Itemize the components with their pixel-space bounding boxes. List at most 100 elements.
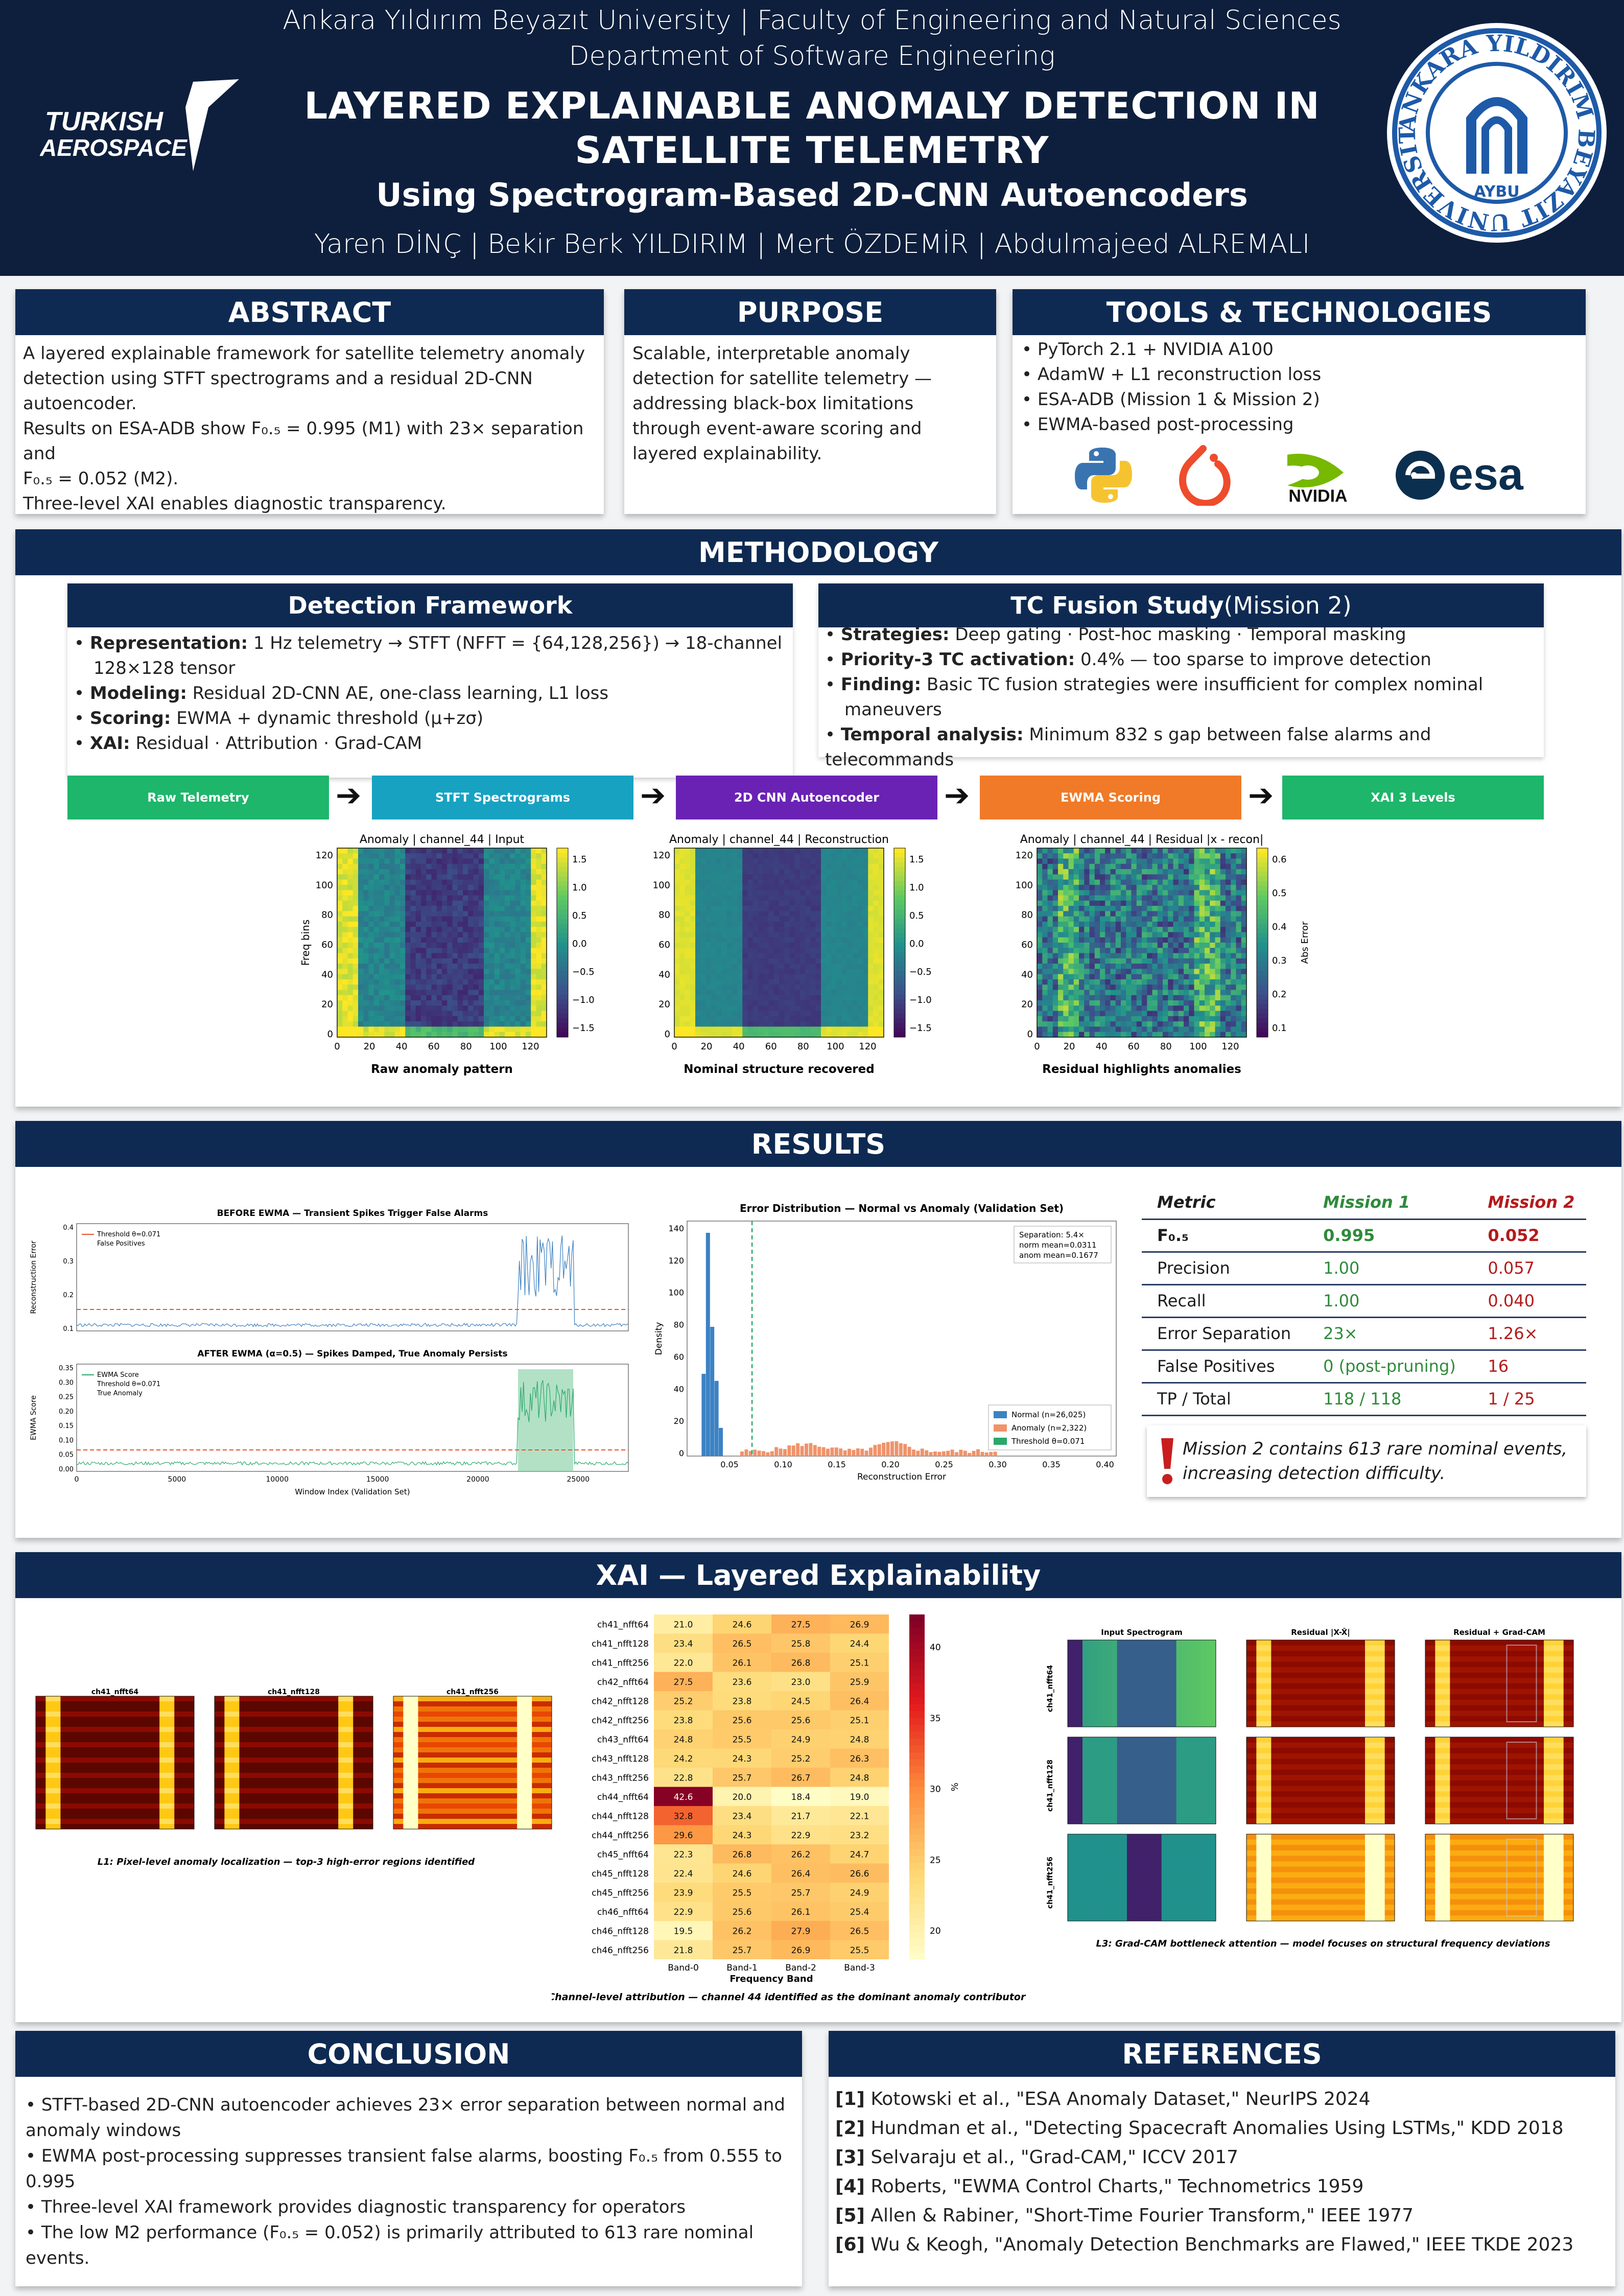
heatmap-value: 42.6 [674, 1792, 693, 1802]
heatmap-cell [830, 1691, 889, 1711]
heatmap-cell [771, 1633, 830, 1653]
heatmap-cell [771, 1748, 830, 1768]
reference-item: [1] Kotowski et al., "ESA Anomaly Datase… [835, 2089, 1371, 2110]
svg-text:Density: Density [654, 1322, 664, 1355]
heatmap-value: 24.9 [850, 1888, 869, 1899]
heatmap-cell [713, 1883, 771, 1902]
l1-panel: ch41_nfft64 [35, 1688, 195, 1830]
l3-cell [1246, 1639, 1395, 1727]
references-title: REFERENCES [829, 2031, 1615, 2077]
heatmap-cell [654, 1825, 713, 1844]
heatmap-cell [830, 1940, 889, 1959]
l2-caption: L2: Channel-level attribution — channel … [552, 1992, 1026, 2003]
heatmap-value: 23.0 [791, 1677, 811, 1688]
heatmap-cell [830, 1614, 889, 1634]
spectrogram-caption: Nominal structure recovered [684, 1063, 874, 1076]
heatmap-value: 26.5 [850, 1927, 869, 1937]
heatmap-cell [713, 1768, 771, 1787]
heatmap-value: 27.9 [791, 1927, 811, 1937]
arrow-right-icon: ➔ [336, 778, 362, 813]
heatmap-row-label: ch43_nfft256 [592, 1773, 649, 1784]
svg-text:Threshold θ=0.071: Threshold θ=0.071 [1011, 1437, 1085, 1446]
l3-cell [1246, 1737, 1395, 1824]
l1-panel: ch41_nfft128 [214, 1688, 373, 1830]
heatmap-value: 22.0 [674, 1658, 693, 1669]
svg-text:Error Distribution — Normal vs: Error Distribution — Normal vs Anomaly (… [740, 1202, 1064, 1214]
heatmap-col-label: Band-3 [844, 1963, 875, 1973]
heatmap-value: 27.5 [791, 1620, 811, 1630]
svg-text:Reconstruction Error: Reconstruction Error [857, 1472, 946, 1482]
heatmap-row-label: ch46_nfft64 [597, 1907, 649, 1917]
spectrogram-2: Anomaly | channel_44 | Residual |x - rec… [1016, 833, 1310, 1076]
heatmap-cell [713, 1633, 771, 1653]
svg-text:EWMA Score: EWMA Score [30, 1395, 38, 1440]
flow-step: STFT Spectrograms [372, 776, 633, 819]
list-item: • XAI: Residual · Attribution · Grad-CAM [74, 733, 422, 754]
svg-text:60: 60 [428, 1041, 440, 1052]
svg-text:−1.5: −1.5 [572, 1023, 595, 1034]
heatmap-cell [830, 1710, 889, 1729]
tool-item: • EWMA-based post-processing [1022, 414, 1294, 435]
heatmap-row-label: ch45_nfft128 [592, 1869, 649, 1879]
heatmap-value: 26.3 [850, 1754, 869, 1764]
svg-text:0.00: 0.00 [59, 1466, 74, 1473]
heatmap-value: 26.7 [791, 1773, 811, 1784]
svg-text:20: 20 [1021, 999, 1033, 1010]
heatmap-value: 26.1 [733, 1658, 752, 1669]
svg-text:40: 40 [1021, 969, 1033, 980]
heatmap-value: 25.6 [733, 1716, 752, 1726]
heatmap-value: 19.5 [674, 1927, 693, 1937]
l3-caption: L3: Grad-CAM bottleneck attention — mode… [1096, 1938, 1550, 1949]
heatmap-row-label: ch43_nfft128 [592, 1754, 649, 1764]
svg-text:20: 20 [1064, 1041, 1075, 1052]
heatmap-value: 27.5 [674, 1677, 693, 1688]
methodology-title: METHODOLOGY [15, 529, 1621, 575]
heatmap-row-label: ch42_nfft128 [592, 1697, 649, 1707]
xai-title: XAI — Layered Explainability [15, 1552, 1621, 1598]
svg-text:40: 40 [733, 1041, 745, 1052]
tool-item: • ESA-ADB (Mission 1 & Mission 2) [1022, 389, 1320, 410]
svg-text:0.10: 0.10 [59, 1437, 74, 1444]
metric-name: Error Separation [1142, 1317, 1308, 1351]
mission2-note: Mission 2 contains 613 rare nominal even… [1147, 1425, 1586, 1497]
heatmap-value: 19.0 [850, 1792, 869, 1802]
heatmap-row-label: ch44_nfft64 [597, 1792, 649, 1802]
svg-text:norm mean=0.0311: norm mean=0.0311 [1019, 1240, 1097, 1250]
arrow-right-icon: ➔ [944, 778, 970, 813]
metrics-row: Error Separation 23× 1.26× [1142, 1317, 1586, 1351]
svg-text:False Positives: False Positives [97, 1240, 145, 1248]
svg-text:80: 80 [1021, 910, 1033, 921]
svg-text:60: 60 [765, 1041, 777, 1052]
metrics-header-metric: Metric [1142, 1186, 1308, 1220]
heatmap-cell [830, 1768, 889, 1787]
heatmap-cell [713, 1825, 771, 1844]
purpose-title: PURPOSE [624, 289, 996, 335]
nvidia-wordmark: NVIDIA [1288, 486, 1347, 506]
svg-text:0.4: 0.4 [63, 1224, 74, 1232]
svg-text:−1.0: −1.0 [572, 995, 595, 1005]
heatmap-value: 21.0 [674, 1620, 693, 1630]
svg-text:0.40: 0.40 [1096, 1460, 1114, 1469]
ewma-comparison-chart: BEFORE EWMA — Transient Spikes Trigger F… [30, 1208, 629, 1496]
esa-logo-icon: esa [1390, 444, 1543, 506]
heatmap-value: 24.6 [733, 1869, 752, 1879]
heatmap-cell [654, 1633, 713, 1653]
flow-step: 2D CNN Autoencoder [676, 776, 937, 819]
heatmap-cell [830, 1806, 889, 1825]
heatmap-value: 26.9 [850, 1620, 869, 1630]
svg-text:0.0: 0.0 [572, 939, 587, 949]
heatmap-cell [771, 1653, 830, 1672]
svg-text:0.15: 0.15 [59, 1422, 74, 1430]
svg-text:Freq bins: Freq bins [299, 920, 312, 966]
heatmap-col-label: Band-0 [668, 1963, 699, 1973]
heatmap-cell [654, 1921, 713, 1940]
heatmap-cell [654, 1940, 713, 1959]
tools-title: TOOLS & TECHNOLOGIES [1013, 289, 1586, 335]
metrics-header-m1: Mission 1 [1308, 1186, 1473, 1220]
reference-item: [5] Allen & Rabiner, "Short-Time Fourier… [835, 2205, 1414, 2226]
heatmap-cell [654, 1748, 713, 1768]
svg-text:0.30: 0.30 [59, 1379, 74, 1387]
list-item: • Scoring: EWMA + dynamic threshold (μ+z… [74, 708, 484, 729]
heatmap-value: 23.6 [733, 1677, 752, 1688]
list-item: maneuvers [844, 699, 942, 720]
